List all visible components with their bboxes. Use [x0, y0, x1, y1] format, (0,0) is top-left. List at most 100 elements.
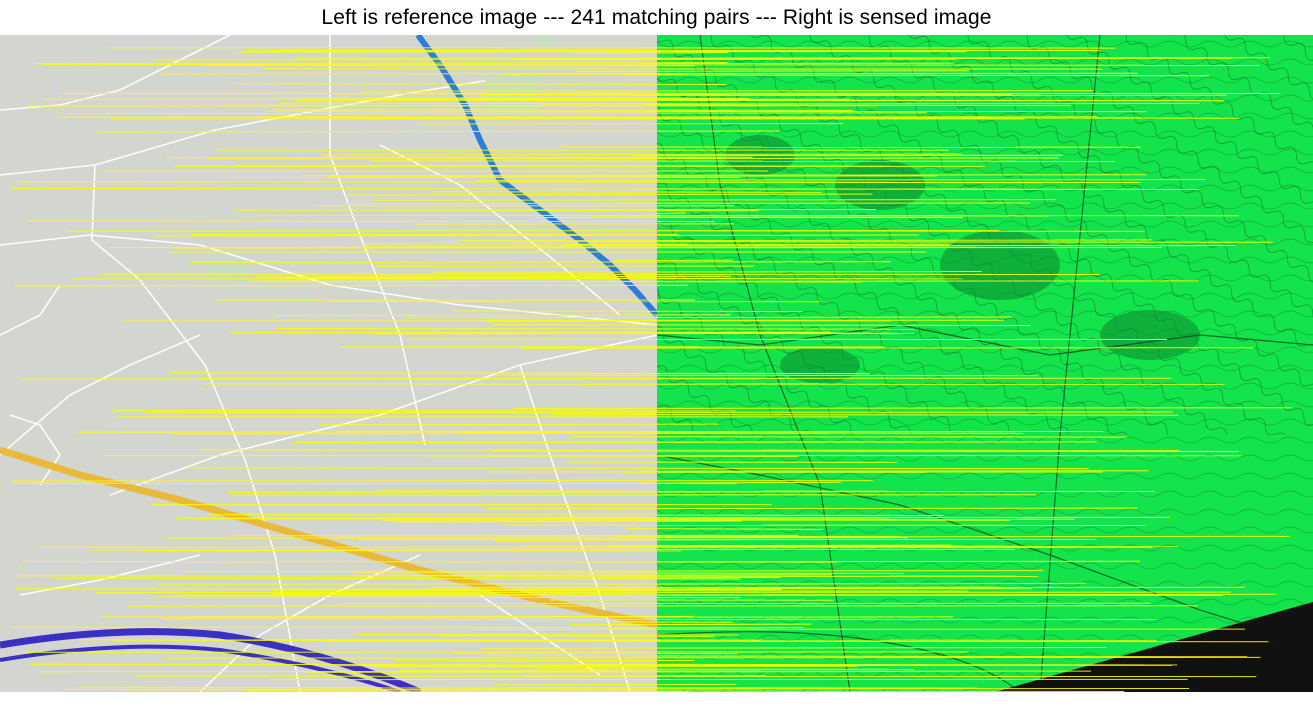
- match-line: [440, 332, 899, 335]
- match-line: [356, 574, 832, 576]
- match-line: [15, 588, 782, 590]
- match-line: [300, 174, 1147, 177]
- match-line: [292, 108, 733, 111]
- match-line: [439, 241, 1273, 243]
- match-line: [430, 191, 822, 193]
- match-line: [279, 102, 752, 105]
- match-line: [286, 277, 963, 280]
- match-line: [352, 441, 1097, 444]
- match-line: [275, 97, 683, 99]
- match-line: [235, 209, 877, 211]
- match-line: [374, 665, 859, 668]
- match-line: [263, 280, 1199, 283]
- match-line: [347, 193, 873, 196]
- match-line: [403, 316, 1013, 319]
- match-line: [123, 688, 755, 691]
- match-line: [273, 314, 731, 316]
- match-line: [27, 220, 715, 223]
- match-line: [575, 70, 969, 72]
- match-line: [40, 670, 1092, 673]
- match-line: [640, 470, 1149, 472]
- match-line: [441, 635, 715, 637]
- match-line: [364, 245, 1236, 247]
- match-line: [255, 275, 732, 278]
- match-line: [208, 157, 1059, 160]
- match-line: [170, 432, 828, 435]
- match-line: [626, 528, 823, 530]
- match-line: [640, 62, 954, 65]
- match-line: [521, 347, 1254, 349]
- match-line: [429, 586, 998, 589]
- match-line: [604, 582, 1086, 585]
- match-line: [536, 668, 915, 670]
- match-line: [246, 50, 967, 53]
- match-line: [95, 591, 1231, 594]
- match-line: [490, 324, 1031, 326]
- match-line: [573, 560, 1141, 563]
- match-line: [41, 63, 1260, 66]
- match-line: [513, 407, 1292, 409]
- match-line: [170, 247, 1162, 249]
- match-line: [153, 58, 957, 61]
- match-line: [29, 663, 696, 666]
- match-line: [495, 374, 1039, 377]
- match-line: [165, 656, 1261, 659]
- match-line: [161, 72, 1138, 75]
- figure-title: Left is reference image --- 241 matching…: [321, 6, 992, 29]
- match-line: [643, 104, 1071, 107]
- blue-road: [0, 628, 422, 692]
- match-line: [65, 112, 928, 115]
- match-line: [275, 328, 915, 330]
- match-line: [305, 690, 690, 692]
- match-line: [534, 587, 1032, 590]
- match-line: [335, 535, 1290, 538]
- reference-map-panel: [0, 35, 657, 692]
- match-line: [599, 576, 782, 579]
- match-line: [429, 455, 798, 457]
- match-line: [361, 243, 688, 245]
- match-line: [639, 481, 842, 484]
- match-line: [453, 310, 802, 312]
- match-line: [17, 575, 1039, 577]
- matching-lines: [11, 47, 1292, 692]
- match-line: [200, 518, 1075, 520]
- sensed-terrain-panel: [657, 35, 1313, 692]
- match-line: [208, 514, 944, 516]
- match-line: [392, 520, 743, 523]
- match-line: [227, 490, 1109, 493]
- match-line: [233, 83, 727, 85]
- match-line: [79, 639, 1157, 641]
- match-line: [108, 116, 1097, 118]
- match-line: [77, 686, 978, 689]
- match-line: [476, 179, 1205, 181]
- match-line: [67, 230, 1000, 232]
- match-line: [33, 62, 728, 65]
- match-line: [199, 449, 1180, 451]
- match-line: [183, 570, 1044, 573]
- match-line: [272, 589, 969, 592]
- match-line: [458, 239, 1152, 242]
- match-line: [188, 467, 1089, 470]
- match-line: [152, 596, 740, 599]
- map-background: [0, 35, 657, 692]
- figure-canvas: [0, 35, 1313, 692]
- match-line: [492, 539, 742, 542]
- match-line: [18, 181, 1140, 183]
- match-line: [319, 423, 719, 426]
- match-line: [569, 623, 812, 626]
- match-line: [77, 431, 1104, 433]
- match-line: [481, 647, 1106, 649]
- match-line: [353, 633, 739, 636]
- match-line: [550, 414, 1179, 416]
- highway: [0, 446, 657, 629]
- match-line: [172, 616, 953, 619]
- match-line: [573, 52, 729, 54]
- match-line: [327, 175, 938, 177]
- match-line: [294, 57, 1270, 59]
- match-line: [255, 516, 1170, 519]
- match-line: [152, 234, 919, 237]
- match-line: [169, 372, 871, 375]
- match-line: [307, 671, 904, 673]
- match-line: [188, 261, 891, 263]
- white-roads: [0, 35, 657, 692]
